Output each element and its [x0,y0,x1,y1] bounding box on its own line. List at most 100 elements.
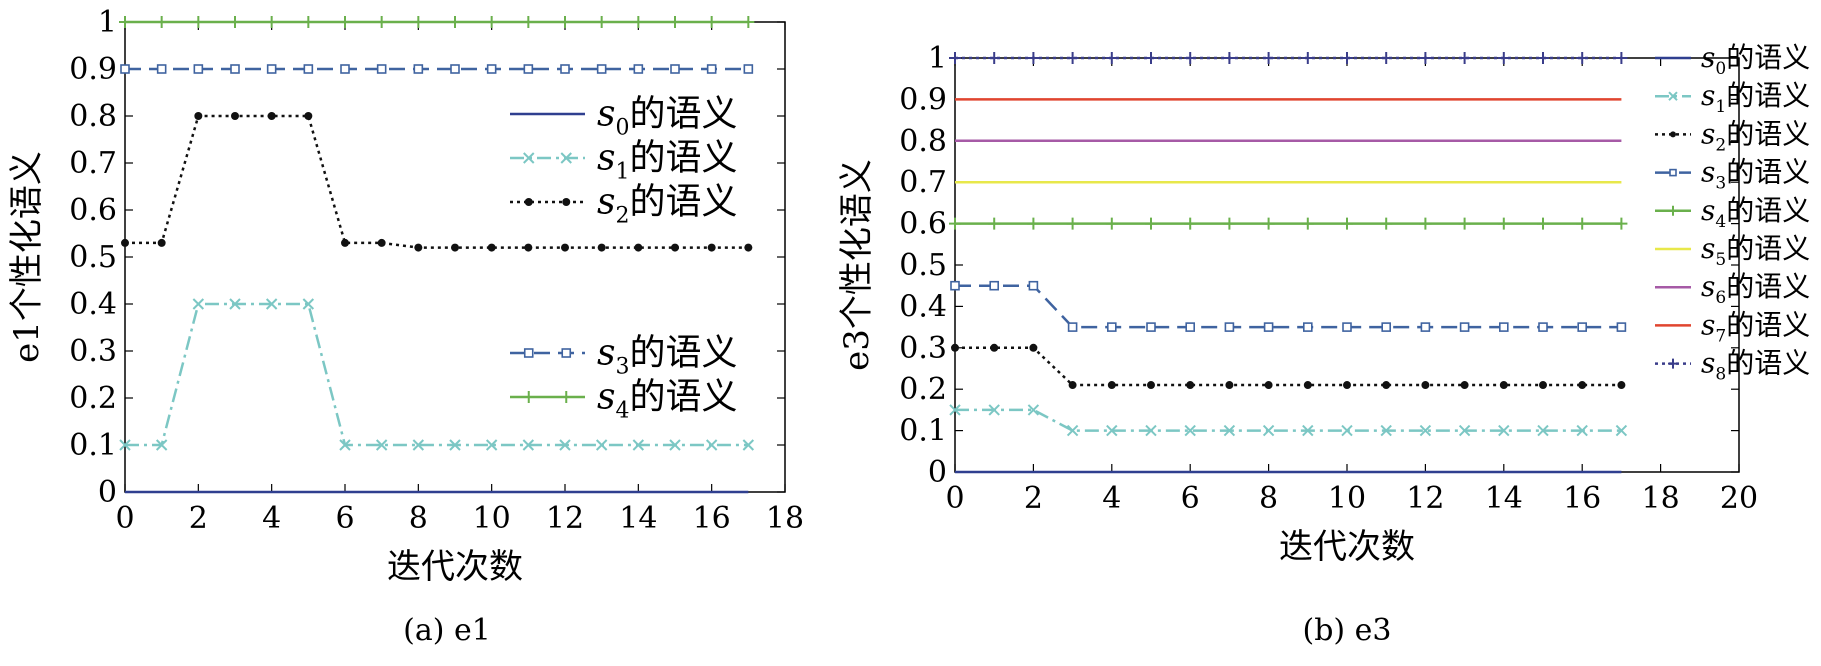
marker-x [485,439,498,451]
series-line [955,408,1622,432]
marker-x [302,298,315,310]
marker-plus [949,52,961,64]
marker-square [303,64,314,74]
legend-label: s1的语义 [1701,79,1810,117]
marker-square [450,64,460,74]
marker-square [1146,322,1156,332]
marker-x [1537,424,1549,437]
x-axis-title: 迭代次数 [1279,527,1415,567]
marker-square [560,64,570,74]
marker-plus [595,16,608,28]
marker-x [1106,424,1118,437]
x-tick-label: 6 [1181,481,1200,516]
marker-dot [1029,343,1038,352]
marker-x [559,439,571,451]
series-s2 [121,112,753,252]
legend-item: s6的语义 [1655,270,1810,308]
marker-dot [1068,381,1077,390]
legend-label: s7的语义 [1701,308,1810,346]
panel-caption: (b) e3 [1303,613,1392,648]
marker-dot [1303,381,1312,390]
legend-item: s4的语义 [1655,194,1810,232]
legend-label: s1的语义 [597,138,738,185]
marker-plus [1380,217,1393,230]
marker-plus [949,217,961,230]
marker-x [1576,424,1588,437]
legend-label: s8的语义 [1701,347,1810,385]
marker-plus [1341,52,1353,64]
marker-square [1224,322,1235,332]
series-line [955,284,1622,329]
marker-square [1420,322,1431,332]
marker-dot [304,112,313,120]
marker-dot [561,243,569,252]
marker-square [523,64,534,74]
y-tick-label: 0.5 [899,248,947,283]
marker-dot [487,243,496,252]
marker-dot [267,112,276,120]
x-tick-label: 20 [1720,481,1758,516]
x-tick-label: 16 [1563,481,1601,516]
marker-x [339,439,351,451]
y-tick-label: 0.4 [899,289,947,324]
x-tick-label: 4 [1102,481,1121,516]
marker-plus [1537,217,1549,230]
marker-x [1341,424,1353,437]
marker-dot [377,238,386,247]
x-tick-label: 14 [1485,481,1523,516]
marker-dot [1670,131,1676,138]
marker-plus [1145,217,1157,230]
panel-caption: (a) e1 [403,613,491,648]
marker-plus [1458,52,1471,64]
x-tick-label: 14 [619,501,657,536]
marker-square [340,64,350,74]
marker-plus [1184,217,1197,230]
marker-plus [1458,217,1471,230]
marker-plus [265,16,278,28]
marker-square [989,280,1000,291]
x-tick-label: 2 [1024,481,1043,516]
marker-plus [1066,52,1079,64]
y-tick-label: 1 [928,41,947,76]
marker-x [155,439,168,451]
y-tick-label: 0.1 [899,414,947,449]
marker-plus [412,16,425,28]
marker-square [561,348,572,358]
marker-dot [414,243,423,252]
marker-plus [485,16,498,28]
marker-dot [121,238,129,247]
marker-plus [1615,217,1628,230]
y-axis-title: e3个性化语义 [837,159,877,371]
marker-plus [1145,52,1157,64]
marker-plus [192,16,205,28]
legend-label: s0的语义 [597,94,738,141]
marker-x [1302,424,1314,437]
marker-square [1185,322,1195,332]
y-tick-label: 0.8 [899,124,947,159]
x-tick-label: 12 [546,501,584,536]
marker-plus [632,16,645,28]
marker-x [1184,424,1196,437]
marker-x [705,439,718,451]
marker-plus [1668,358,1678,369]
legend-label: s6的语义 [1701,270,1810,308]
marker-dot [1225,381,1234,390]
marker-x [1615,424,1628,437]
marker-dot [1107,381,1116,390]
series-line [955,346,1622,387]
x-axis-title: 迭代次数 [387,547,523,587]
marker-square [1499,322,1509,332]
marker-square [1067,322,1078,332]
y-tick-label: 0.3 [69,334,117,369]
marker-dot [1499,381,1508,390]
marker-plus [1223,52,1236,64]
marker-square [230,64,240,74]
marker-x [1498,424,1510,437]
marker-square [266,64,277,74]
marker-x [119,439,131,451]
x-tick-label: 16 [693,501,731,536]
y-tick-label: 0.5 [69,240,117,275]
marker-square [596,64,607,74]
marker-plus [988,217,1001,230]
marker-plus [1027,217,1040,230]
